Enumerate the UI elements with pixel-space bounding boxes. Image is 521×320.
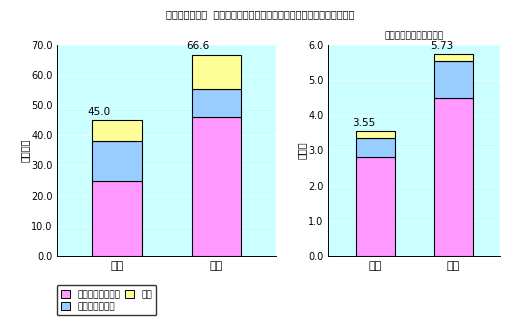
Bar [92,180,142,256]
Text: 5.73: 5.73 [430,41,453,51]
Y-axis label: （％）: （％） [296,141,306,159]
Bar [433,61,473,98]
Bar [433,98,473,256]
Bar [355,138,395,157]
Y-axis label: （兆円）: （兆円） [20,139,30,162]
Legend: 情報通信サービス, 情報通信支援財, 研究: 情報通信サービス, 情報通信支援財, 研究 [57,285,156,316]
Bar [355,131,395,138]
Text: 66.6: 66.6 [187,41,210,52]
Bar [192,55,241,89]
Text: 第２－１－７図  ８年時点における日米情報通信産業の名目ＧＤＰ比較: 第２－１－７図 ８年時点における日米情報通信産業の名目ＧＤＰ比較 [166,10,355,20]
Text: 3.55: 3.55 [352,118,375,128]
Text: 45.0: 45.0 [87,107,110,116]
Bar [92,141,142,180]
Text: ５～８年の年平均成長率: ５～８年の年平均成長率 [384,31,444,40]
Bar [192,89,241,117]
Bar [433,54,473,61]
Bar [92,120,142,141]
Bar [192,117,241,256]
Bar [355,157,395,256]
